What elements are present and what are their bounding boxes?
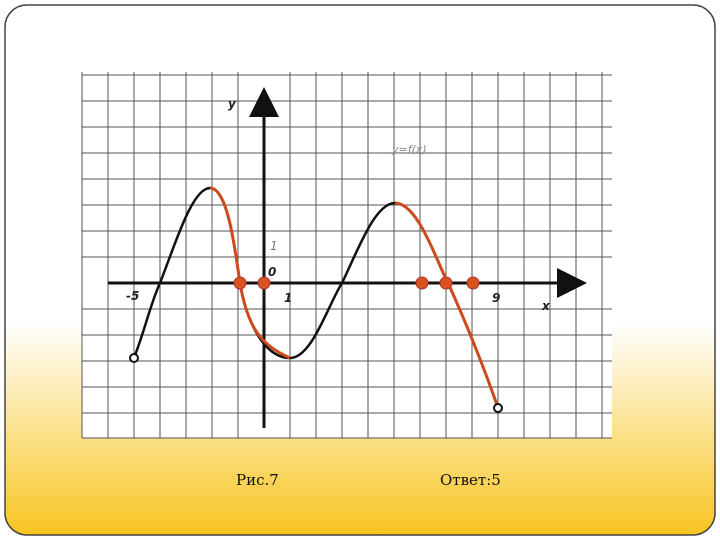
x-tick-label: 9 [492, 291, 500, 305]
x-label: x [541, 299, 551, 313]
points [233, 276, 480, 290]
open-endpoint [493, 403, 503, 413]
figure-caption: Рис.7 [236, 471, 279, 489]
open-endpoint [129, 353, 139, 363]
answer: Ответ:5 [440, 471, 501, 489]
grid [81, 72, 612, 439]
x-tick-label: 1 [284, 291, 292, 305]
y-unit: 1 [270, 239, 278, 253]
y-label: y [228, 97, 237, 111]
origin-label: 0 [268, 265, 276, 279]
x-tick-label: -5 [126, 289, 139, 303]
function-label: y=f(x) [391, 143, 427, 156]
